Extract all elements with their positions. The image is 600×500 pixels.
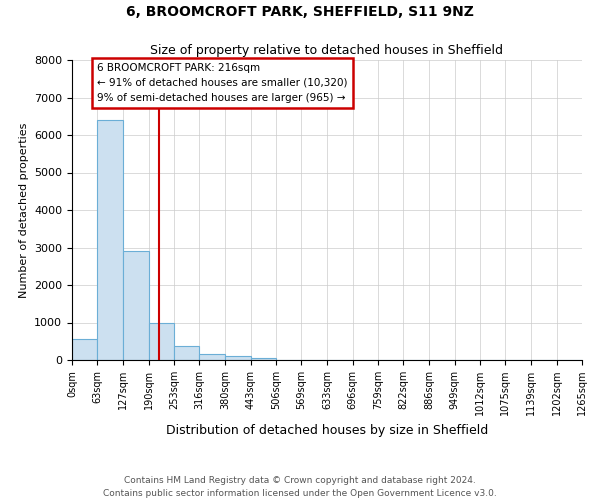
Text: 6, BROOMCROFT PARK, SHEFFIELD, S11 9NZ: 6, BROOMCROFT PARK, SHEFFIELD, S11 9NZ [126, 5, 474, 19]
Bar [251, 358, 276, 360]
Text: Contains HM Land Registry data © Crown copyright and database right 2024.
Contai: Contains HM Land Registry data © Crown c… [103, 476, 497, 498]
Y-axis label: Number of detached properties: Number of detached properties [19, 122, 29, 298]
Bar [174, 346, 199, 360]
X-axis label: Distribution of detached houses by size in Sheffield: Distribution of detached houses by size … [166, 424, 488, 436]
Bar [225, 356, 251, 360]
Bar [123, 251, 149, 360]
Title: Size of property relative to detached houses in Sheffield: Size of property relative to detached ho… [151, 44, 503, 58]
Bar [199, 354, 225, 360]
Bar [149, 322, 174, 360]
Bar [97, 120, 123, 360]
Text: 6 BROOMCROFT PARK: 216sqm
← 91% of detached houses are smaller (10,320)
9% of se: 6 BROOMCROFT PARK: 216sqm ← 91% of detac… [97, 63, 348, 102]
Bar [72, 339, 97, 360]
